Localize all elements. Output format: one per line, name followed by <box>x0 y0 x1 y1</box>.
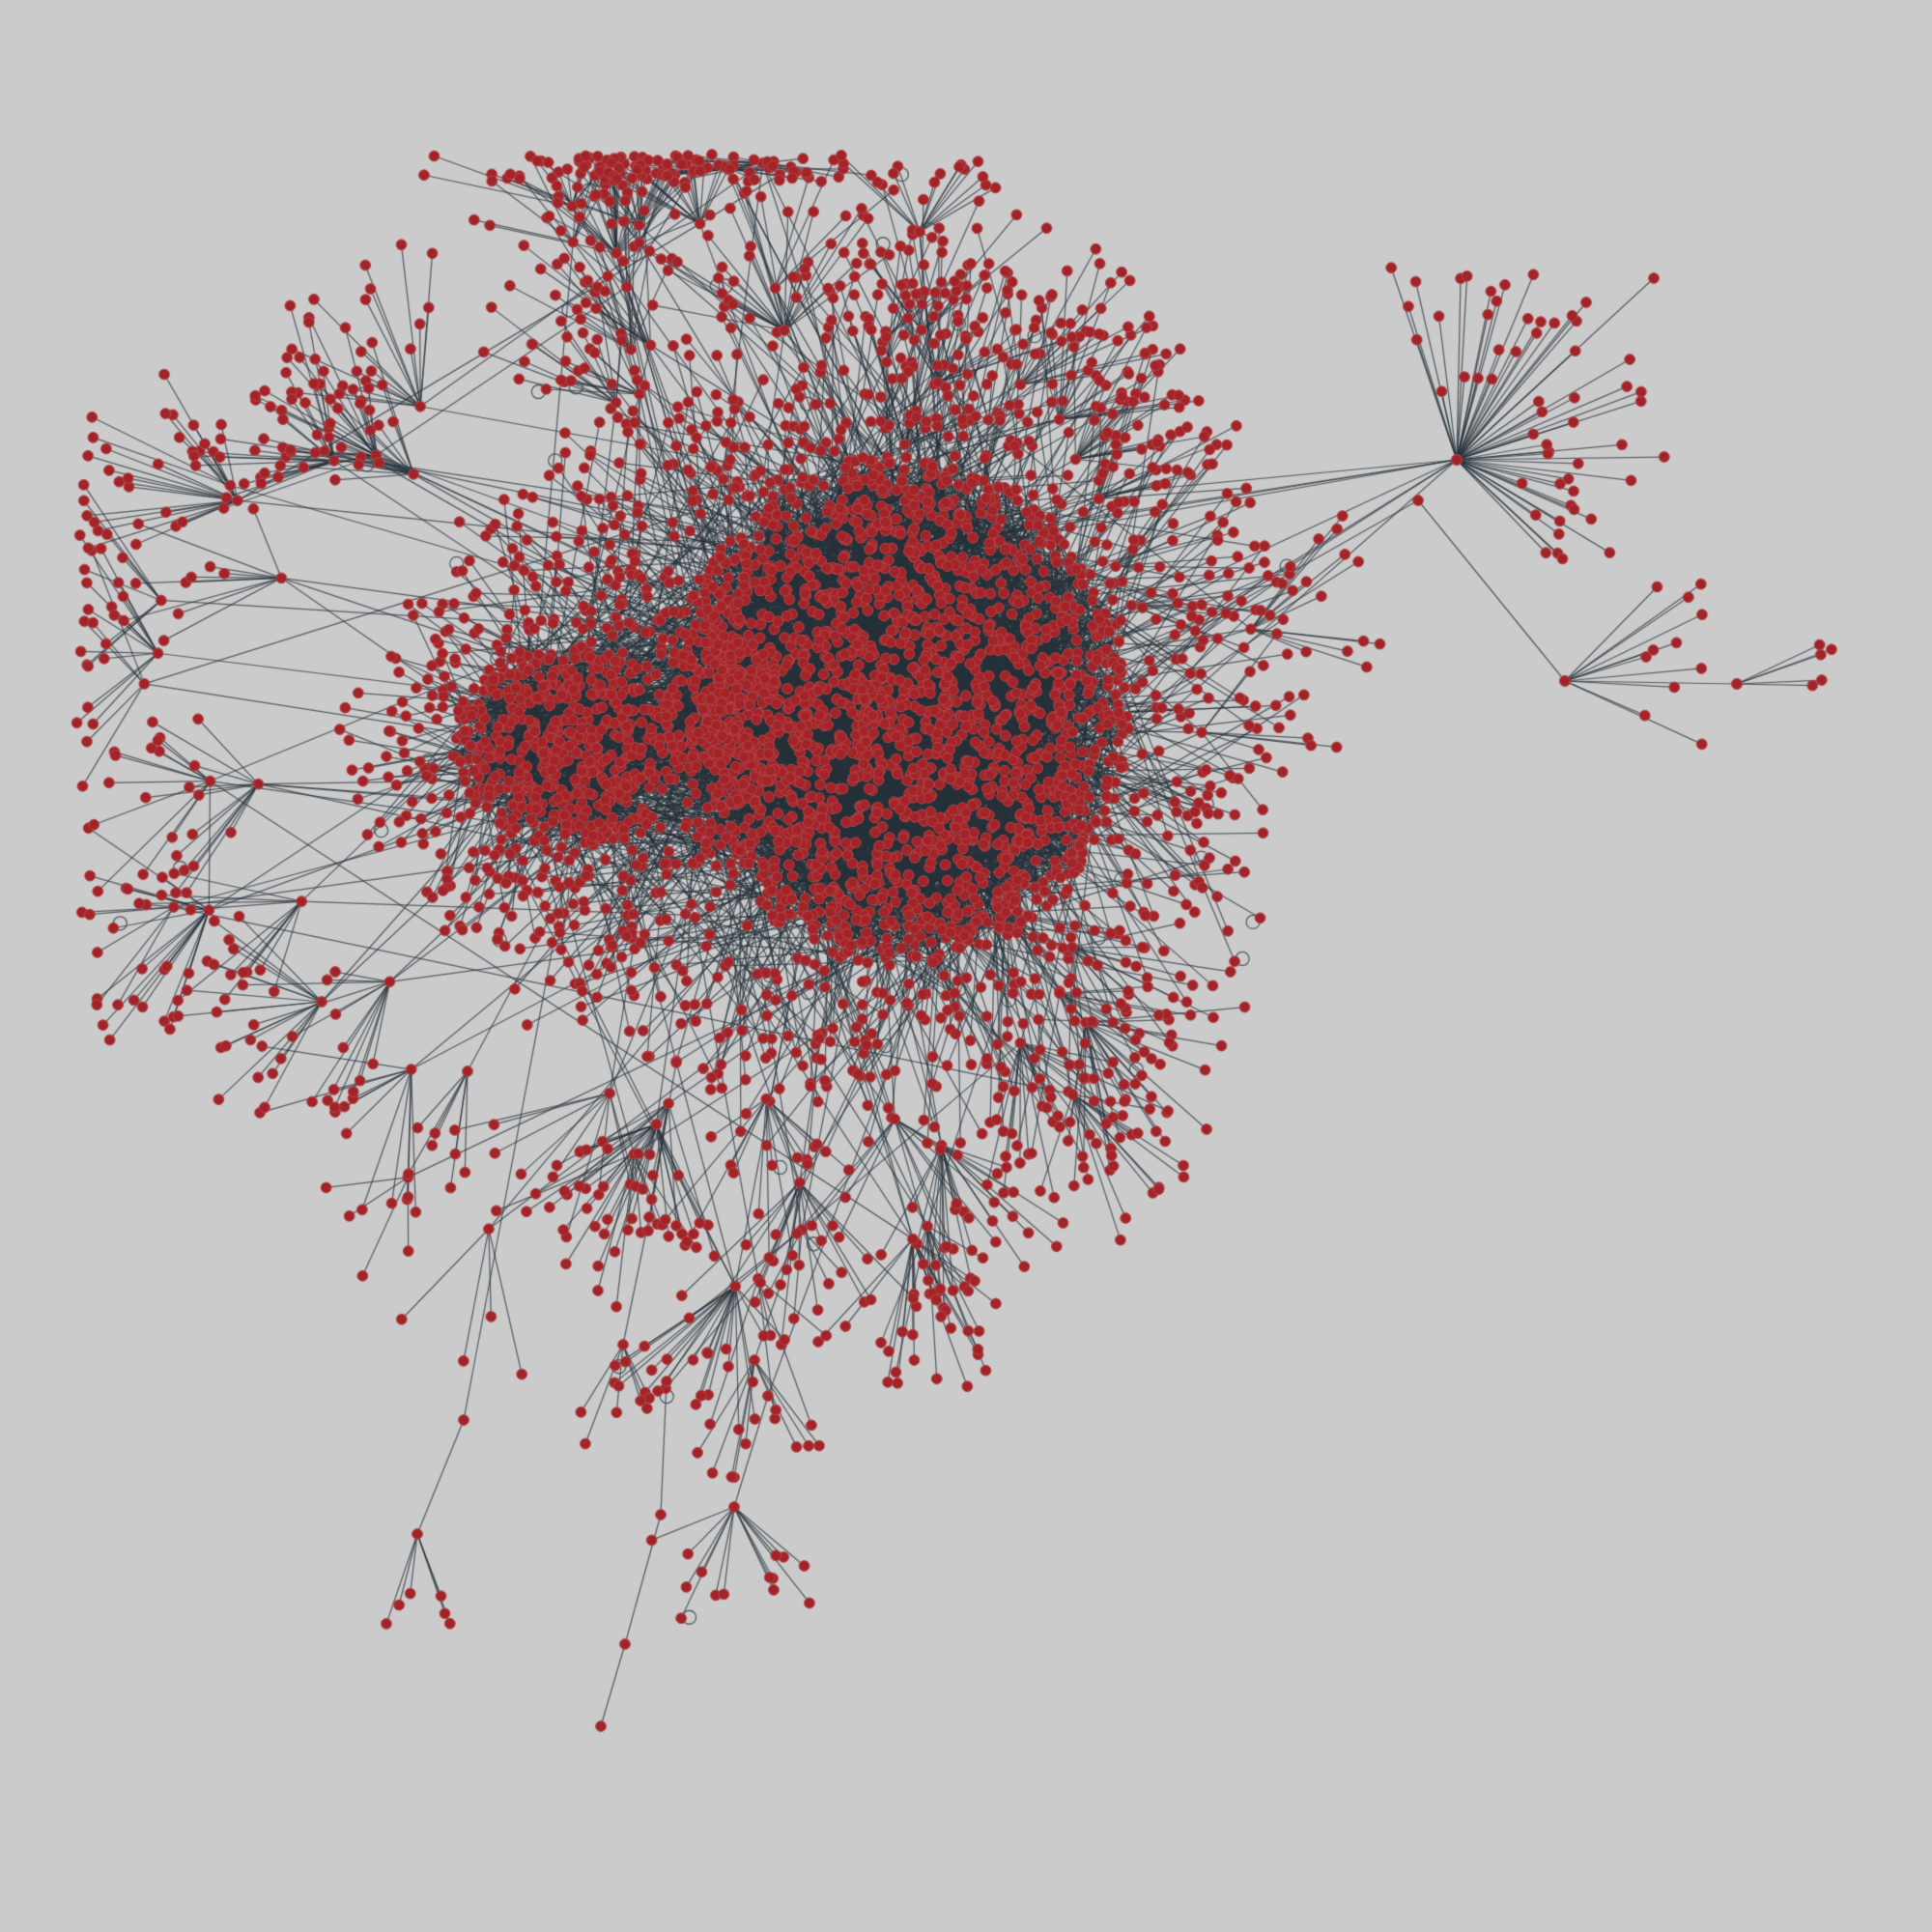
network-graph-canvas <box>0 0 1932 1932</box>
network-graph <box>0 0 1932 1932</box>
